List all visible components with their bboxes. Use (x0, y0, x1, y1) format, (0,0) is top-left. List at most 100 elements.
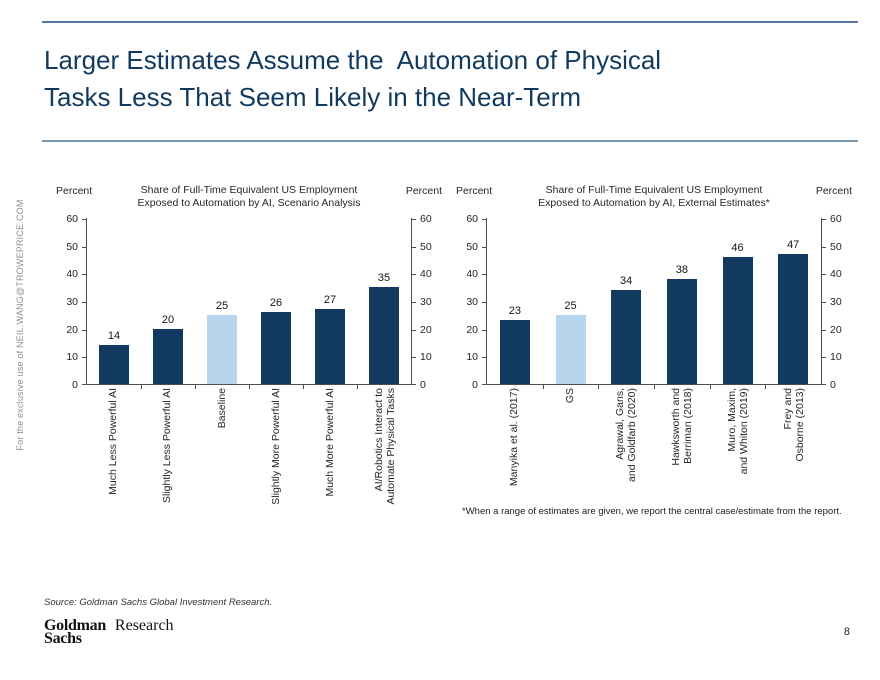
x-axis-tick-mark (654, 385, 655, 389)
bar (153, 328, 183, 384)
x-axis-category-label: Slightly Less Powerful AI (161, 388, 174, 503)
x-axis-label-slot: AI/Robotics Interact to Automate Physica… (358, 388, 412, 522)
y-axis-tick-label: 30 (830, 296, 842, 308)
x-axis-label-slot: Baseline (195, 388, 249, 522)
bar (722, 256, 753, 384)
y-axis-tick-mark (412, 329, 416, 331)
bar-slot: 25 (195, 218, 249, 384)
x-axis-label-slot: Agrawal, Gans, and Goldfarb (2020) (598, 388, 654, 500)
y-axis-tick-mark (412, 384, 416, 385)
bar-value-label: 38 (675, 263, 688, 276)
bar-value-label: 25 (215, 299, 229, 312)
y-axis-tick-label: 40 (66, 268, 78, 281)
x-axis-category-label: Agrawal, Gans, and Goldfarb (2020) (614, 388, 638, 482)
y-axis-tick-mark (482, 274, 486, 276)
y-axis-tick-label: 10 (466, 351, 478, 364)
bar-value-label: 25 (564, 299, 577, 312)
logo-wordmark: Goldman Sachs (44, 618, 106, 647)
y-axis-title-right: Percent (405, 185, 442, 197)
y-axis-tick-mark (822, 357, 826, 359)
highlight-bar (555, 314, 586, 384)
slide-title: Larger Estimates Assume the Automation o… (44, 42, 834, 116)
x-axis-label-slot: Frey and Osborne (2013) (766, 388, 822, 500)
x-axis-category-label: Much More Powerful AI (324, 388, 337, 497)
y-axis-tick-mark (412, 357, 416, 359)
y-axis-tick-label: 50 (830, 240, 842, 253)
bar-value-label: 34 (620, 274, 633, 287)
y-axis-tick-mark (82, 219, 86, 220)
bar-slot: 38 (654, 218, 710, 384)
y-axis-tick-label: 20 (420, 323, 432, 336)
y-axis-title-left: Percent (456, 185, 493, 197)
chart-title: Share of Full-Time Equivalent US Employm… (538, 184, 770, 209)
y-axis-tick-label: 60 (466, 213, 478, 225)
bar-value-label: 46 (731, 241, 744, 254)
y-axis-tick-mark (482, 302, 486, 303)
y-axis-tick-label: 30 (466, 296, 478, 308)
y-axis-tick-mark (482, 384, 486, 385)
y-axis-tick-mark (482, 246, 486, 248)
chart-header: Percent Share of Full-Time Equivalent US… (456, 184, 852, 216)
bar-value-label: 47 (787, 238, 800, 251)
y-axis-tick-mark (412, 219, 416, 220)
y-axis-tick-mark (82, 329, 86, 331)
y-axis-tick-mark (822, 302, 826, 303)
x-axis-category-label: Much Less Powerful AI (107, 388, 120, 495)
y-axis-tick-label: 20 (830, 323, 842, 336)
x-axis-label-slot: Muro, Maxim, and Whiton (2019) (710, 388, 766, 500)
y-axis-tick-mark (82, 274, 86, 276)
y-axis-tick-label: 0 (472, 379, 478, 391)
bar-slot: 25 (543, 218, 599, 384)
bar (261, 312, 291, 384)
x-axis-label-slot: Slightly More Powerful AI (249, 388, 303, 522)
logo-division-label: Research (114, 617, 174, 634)
x-axis-category-label: Frey and Osborne (2013) (782, 388, 806, 462)
y-axis-tick-mark (822, 246, 826, 248)
slide-title-line-1: Larger Estimates Assume the Automation o… (44, 45, 662, 75)
chart-title: Share of Full-Time Equivalent US Employm… (137, 184, 361, 209)
y-axis-tick-label: 10 (830, 351, 842, 364)
y-axis-tick-mark (482, 329, 486, 331)
y-axis-tick-label: 60 (66, 213, 78, 225)
y-axis-tick-label: 60 (420, 213, 432, 225)
x-axis-label-slot: Much Less Powerful AI (86, 388, 140, 522)
bar-slot: 27 (303, 218, 357, 384)
x-axis-category-label: Muro, Maxim, and Whiton (2019) (726, 388, 750, 475)
bar-slot: 34 (598, 218, 654, 384)
y-axis-tick-label: 20 (466, 323, 478, 336)
bar-value-label: 26 (269, 297, 283, 310)
bar-value-label: 20 (161, 313, 175, 326)
y-axis-tick-label: 50 (466, 240, 478, 253)
bar-value-label: 14 (107, 330, 121, 343)
y-axis-tick-mark (822, 219, 826, 220)
y-axis-tick-mark (482, 219, 486, 220)
x-axis-tick-mark (195, 385, 196, 389)
y-axis-tick-mark (482, 357, 486, 359)
chart-header: Percent Share of Full-Time Equivalent US… (56, 184, 442, 216)
x-axis-tick-mark (141, 385, 142, 389)
x-axis-category-label: GS (564, 388, 576, 404)
y-axis-tick-mark (82, 302, 86, 303)
goldman-sachs-logo: Goldman Sachs Research (44, 617, 174, 647)
x-axis-tick-mark (765, 385, 767, 389)
x-axis-category-label: Baseline (215, 388, 228, 429)
y-axis-tick-label: 40 (420, 268, 432, 281)
x-axis-label-slot: GS (542, 388, 598, 500)
chart-body: 0 10 20 30 40 50 60 23 25 34 38 46 47 0 10 20 30 40 50 60 (456, 213, 852, 391)
plot-area: 14 20 25 26 27 35 (86, 218, 412, 389)
x-axis-label-slot: Slightly Less Powerful AI (140, 388, 194, 522)
y-axis-tick-mark (82, 384, 86, 385)
y-axis-tick-label: 40 (830, 268, 842, 281)
top-accent-line (42, 21, 858, 23)
y-axis-tick-mark (822, 274, 826, 276)
x-axis-category-label: AI/Robotics Interact to Automate Physica… (372, 388, 397, 505)
chart-scenario-analysis: Percent Share of Full-Time Equivalent US… (56, 184, 442, 522)
y-axis-tick-label: 10 (66, 351, 78, 364)
chart-footnote: *When a range of estimates are given, we… (462, 506, 842, 517)
y-axis-tick-label: 50 (420, 240, 432, 253)
bar (778, 253, 809, 384)
x-axis-tick-mark (249, 385, 250, 389)
y-axis-tick-mark (822, 329, 826, 331)
plot-area: 23 25 34 38 46 47 (486, 218, 822, 389)
